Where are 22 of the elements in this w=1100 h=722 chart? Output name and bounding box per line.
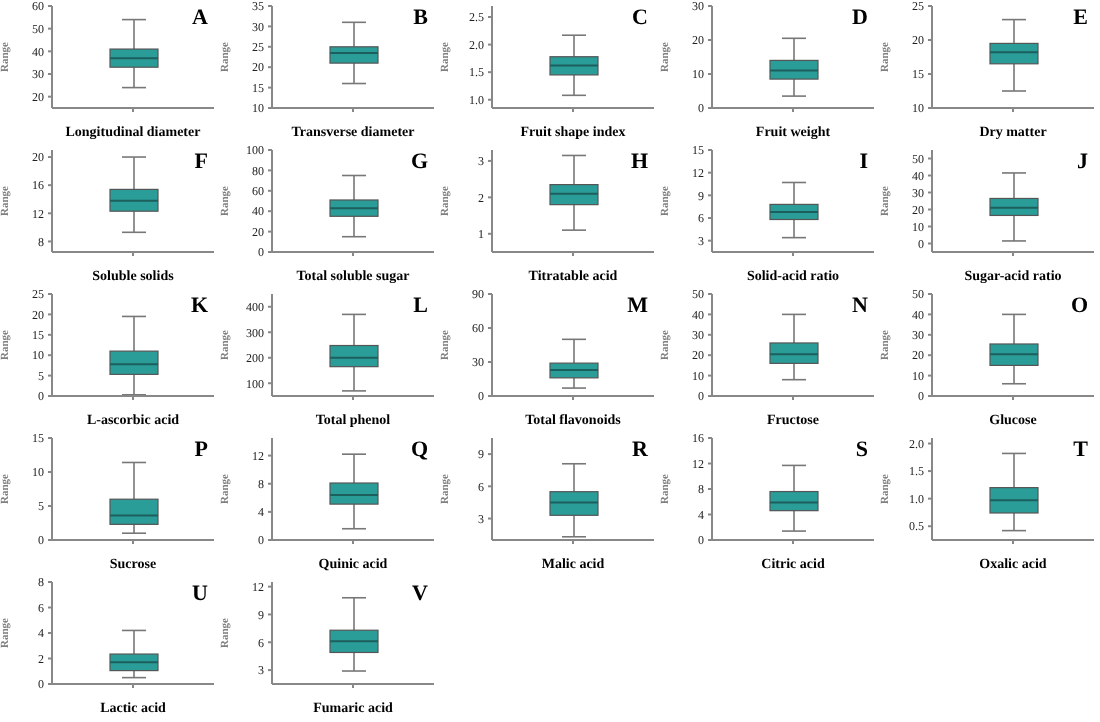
annotation: Q	[410, 438, 428, 462]
annotation: U	[192, 582, 208, 606]
annotation: J	[1077, 150, 1088, 174]
annotation: K	[190, 294, 208, 318]
annotation: F	[194, 150, 208, 174]
annotation: C	[632, 6, 648, 30]
annotation: D	[852, 6, 868, 30]
annotation: B	[413, 6, 428, 30]
annotation: G	[410, 150, 428, 174]
annotation: A	[192, 6, 208, 30]
annotation: O	[1070, 294, 1088, 318]
annotation: E	[1073, 6, 1088, 30]
annotation: S	[855, 438, 868, 462]
annotation: P	[194, 438, 208, 462]
annotation: M	[627, 294, 648, 318]
annotation: T	[1073, 438, 1088, 462]
annotation: L	[413, 294, 428, 318]
annotation: N	[852, 294, 868, 318]
annotation: V	[412, 582, 428, 606]
annotation: R	[632, 438, 648, 462]
annotation: H	[630, 150, 648, 174]
annotation: I	[859, 150, 868, 174]
